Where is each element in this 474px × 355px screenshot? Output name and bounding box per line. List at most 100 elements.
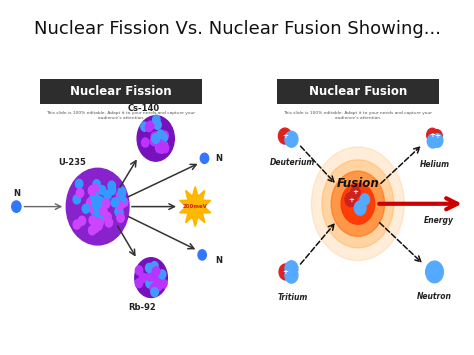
Circle shape [146,272,154,281]
Circle shape [118,196,126,204]
Circle shape [341,183,374,224]
Text: Tritium: Tritium [278,293,308,302]
Circle shape [142,138,149,147]
Circle shape [155,144,163,153]
Text: 200meV: 200meV [183,204,208,209]
Circle shape [150,277,157,286]
Circle shape [150,137,158,146]
Circle shape [91,190,99,199]
Circle shape [198,250,206,260]
Circle shape [151,286,159,295]
Circle shape [75,179,83,189]
Circle shape [360,194,370,205]
Circle shape [153,115,160,124]
Circle shape [285,267,298,283]
Circle shape [154,120,161,130]
Circle shape [158,144,165,153]
Circle shape [100,207,107,216]
Text: Helium: Helium [419,159,449,169]
Circle shape [154,271,161,280]
Circle shape [154,278,161,286]
Polygon shape [180,187,210,226]
Circle shape [160,133,167,142]
Circle shape [141,122,148,131]
Text: N: N [215,256,222,265]
Circle shape [120,198,128,207]
Circle shape [95,209,102,218]
Circle shape [97,202,104,211]
Text: Fusion: Fusion [337,178,379,190]
Circle shape [156,272,164,280]
Text: Nuclear Fission Vs. Nuclear Fusion Showing...: Nuclear Fission Vs. Nuclear Fusion Showi… [34,20,440,38]
Text: +: + [282,133,288,139]
Circle shape [152,134,159,143]
Circle shape [91,205,99,214]
Circle shape [93,203,100,212]
Text: Deuterium: Deuterium [270,158,316,167]
Circle shape [89,216,97,225]
Circle shape [157,130,164,139]
Circle shape [146,274,154,283]
Circle shape [311,147,404,261]
Circle shape [78,216,86,225]
Circle shape [117,201,124,210]
Circle shape [118,187,126,196]
Circle shape [91,184,99,193]
Circle shape [89,186,96,195]
Circle shape [152,132,159,141]
Circle shape [152,267,160,276]
Text: This slide is 100% editable. Adapt it to your needs and capture your
audience's : This slide is 100% editable. Adapt it to… [46,111,195,120]
Circle shape [99,198,106,208]
Circle shape [146,122,153,132]
Circle shape [108,186,116,195]
Circle shape [426,261,443,283]
FancyBboxPatch shape [277,79,439,104]
Circle shape [90,206,98,215]
Text: +: + [353,190,358,195]
Circle shape [12,201,21,212]
Circle shape [355,201,366,215]
Text: +: + [434,133,440,140]
Circle shape [91,192,98,201]
Circle shape [73,220,81,229]
Circle shape [88,196,96,205]
Circle shape [135,266,143,275]
Circle shape [155,139,162,148]
Circle shape [104,191,111,200]
Circle shape [105,218,113,227]
Circle shape [93,200,100,209]
Circle shape [201,153,209,163]
Circle shape [160,279,167,288]
Circle shape [111,198,118,207]
Circle shape [96,196,103,206]
Circle shape [345,192,357,207]
Circle shape [427,128,438,142]
Circle shape [151,132,158,141]
Circle shape [108,181,115,190]
Circle shape [94,204,101,214]
Text: N: N [215,154,222,163]
Circle shape [427,134,438,148]
Circle shape [96,219,103,228]
Circle shape [161,131,168,140]
Text: Rb-92: Rb-92 [128,303,155,312]
Circle shape [161,144,169,153]
Circle shape [146,279,153,288]
Text: Cs-140: Cs-140 [128,104,160,113]
Circle shape [160,141,167,150]
Text: +: + [348,197,354,202]
Circle shape [93,180,100,189]
Circle shape [147,273,155,282]
Text: Nuclear Fusion: Nuclear Fusion [309,85,407,98]
Circle shape [278,128,292,144]
Circle shape [151,262,158,271]
Text: This slide is 100% editable. Adapt it to your needs and capture your
audience's : This slide is 100% editable. Adapt it to… [283,111,432,120]
Circle shape [331,171,384,236]
Circle shape [139,273,147,282]
Circle shape [146,121,154,130]
Circle shape [160,142,167,151]
Circle shape [91,223,99,233]
Circle shape [151,288,158,296]
Circle shape [89,204,97,213]
Circle shape [95,221,102,230]
